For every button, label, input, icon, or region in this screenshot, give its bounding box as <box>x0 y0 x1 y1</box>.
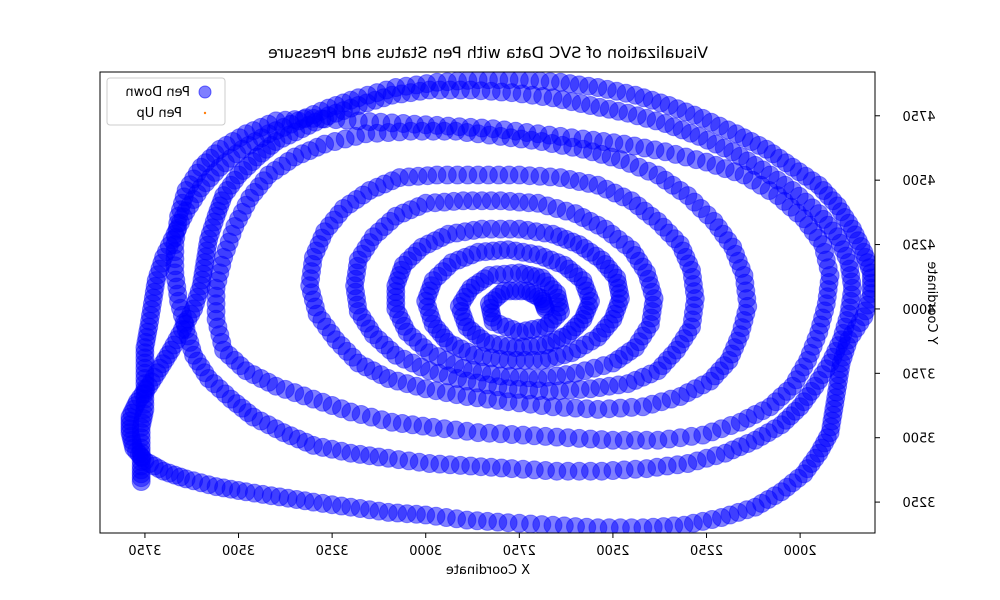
legend-marker-pen-up <box>203 111 207 115</box>
y-tick-label: 4250 <box>902 239 935 254</box>
legend-label-pen-up: Pen Up <box>136 106 182 121</box>
y-axis-label-group: Y Coordinate <box>924 261 939 345</box>
x-axis: 2000 2250 2500 2750 3000 3250 3500 3750 <box>128 533 817 559</box>
legend-label-pen-down: Pen Down <box>125 85 190 100</box>
y-tick-label: 3750 <box>902 367 935 382</box>
x-tick-label: 2250 <box>690 544 723 559</box>
y-axis-label: Y Coordinate <box>924 261 939 345</box>
pen-down-point <box>131 472 151 491</box>
y-tick-label: 3500 <box>902 432 935 447</box>
x-tick-label: 3000 <box>409 544 442 559</box>
chart-title-group: Visualization of SVC Data with Pen Statu… <box>268 43 708 62</box>
x-tick-label: 2750 <box>503 544 536 559</box>
plot-frame <box>99 71 876 534</box>
x-tick-label: 3500 <box>222 544 255 559</box>
y-tick-label: 3250 <box>902 496 935 511</box>
legend-frame <box>106 77 226 126</box>
y-tick-label: 4500 <box>902 174 935 189</box>
legend: Pen Down Pen Up <box>106 77 226 126</box>
y-axis: 3250 3500 3750 4000 4250 4500 4750 <box>875 110 936 511</box>
x-tick-label: 3250 <box>316 544 349 559</box>
x-tick-label: 2000 <box>784 544 817 559</box>
legend-marker-pen-down <box>198 85 212 99</box>
x-axis-label: X Coordinate <box>446 563 530 578</box>
x-tick-label: 2500 <box>596 544 629 559</box>
points-layer <box>120 72 875 533</box>
y-tick-label: 4000 <box>902 303 935 318</box>
chart-title: Visualization of SVC Data with Pen Statu… <box>268 43 708 62</box>
x-axis-label-group: X Coordinate <box>446 563 530 578</box>
x-tick-label: 3750 <box>128 544 161 559</box>
plot-area <box>99 71 876 534</box>
y-tick-label: 4750 <box>902 110 935 125</box>
